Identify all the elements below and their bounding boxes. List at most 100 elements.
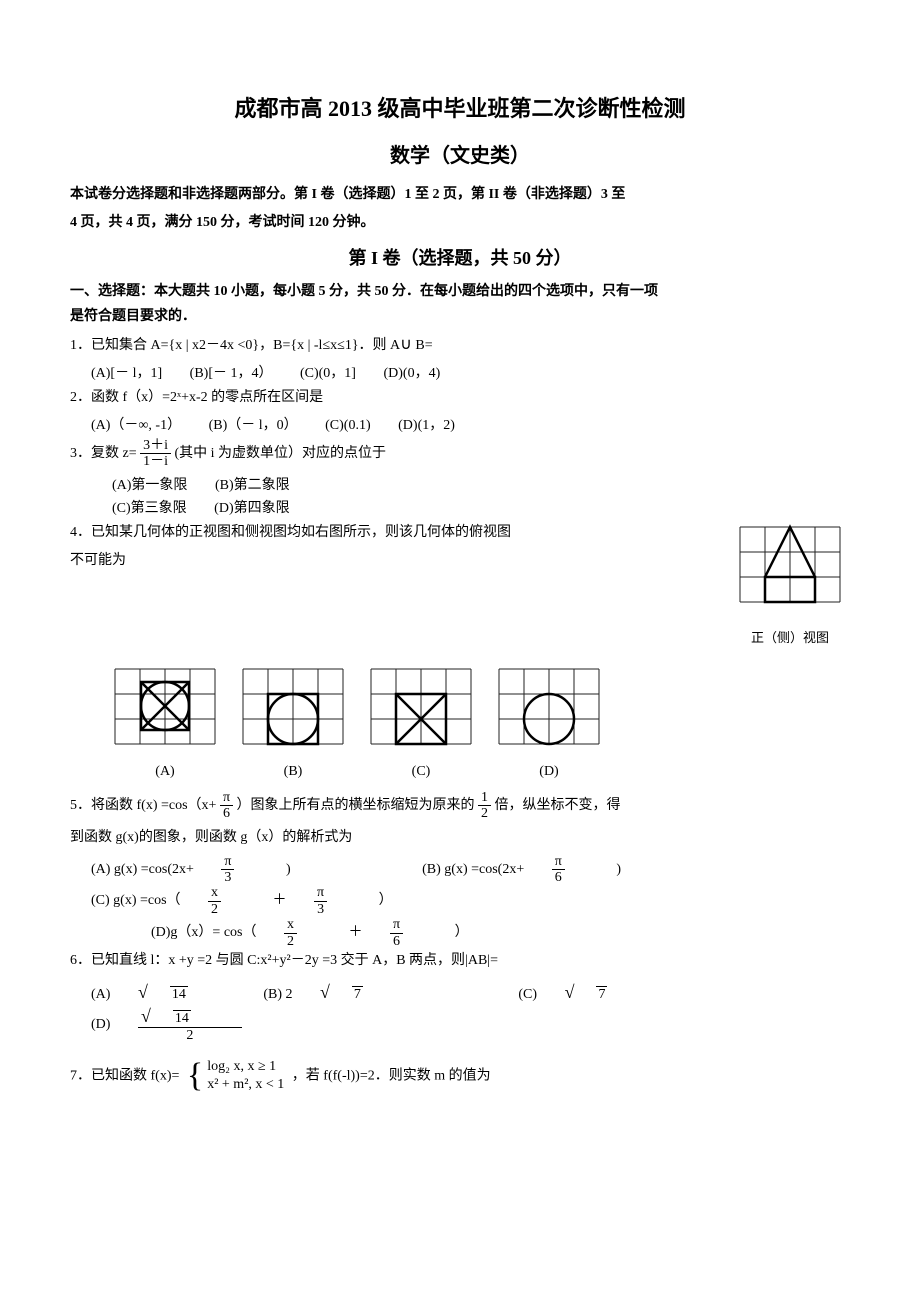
q6c-pre: (C): [518, 983, 537, 1007]
q5d-pre: (D)g（x）= cos（: [151, 921, 257, 945]
q5b-den: 6: [552, 870, 565, 885]
q6d-den: 2: [138, 1028, 242, 1043]
q5c-f1: x2: [208, 885, 245, 917]
q5-f2-num: 1: [478, 790, 491, 806]
q6-opt-a: (A) √14: [91, 983, 236, 1007]
exam-subtitle: 数学（文史类）: [70, 139, 850, 173]
exam-title: 成都市高 2013 级高中毕业班第二次诊断性检测: [70, 90, 850, 127]
q6a-sqrt: √14: [138, 983, 212, 1007]
q2-opt-a: (A)（－∞, -1）: [91, 414, 181, 438]
q5-frac2: 1 2: [478, 790, 491, 822]
q5-options-row1: (A) g(x) =cos(2x+ π3 ) (B) g(x) =cos(2x+…: [70, 854, 850, 886]
q5-line2: 到函数 g(x)的图象，则函数 g（x）的解析式为: [70, 826, 850, 850]
q5a-den: 3: [221, 870, 234, 885]
union-icon: ∪: [400, 336, 412, 353]
option-c-diagram: [366, 659, 476, 754]
q6b-rad: 7: [352, 986, 363, 1004]
q6d-sqrt: √14: [141, 1007, 215, 1028]
q5-mid: ）图象上所有点的横坐标缩短为原来的: [237, 798, 475, 813]
intro-line-2: 4 页，共 4 页，满分 150 分，考试时间 120 分钟。: [70, 211, 850, 235]
q5d-f1: x2: [284, 917, 321, 949]
q3-fraction: 3＋i 1－i: [140, 438, 171, 470]
q6a-pre: (A): [91, 983, 110, 1007]
question-5: 5．将函数 f(x) =cos（x+ π 6 ）图象上所有点的横坐标缩短为原来的…: [70, 790, 850, 822]
q3-frac-num: 3＋i: [140, 438, 171, 454]
section-1-header: 第 I 卷（选择题，共 50 分）: [70, 243, 850, 274]
q6d-num: √14: [138, 1007, 242, 1029]
q4-label-d: (D): [494, 760, 604, 784]
q1-options: (A)[－ l，1] (B)[－ 1，4） (C)(0，1] (D)(0，4): [70, 362, 850, 386]
side-figure-label: 正（侧）视图: [730, 627, 850, 649]
q5-opt-b: (B) g(x) =cos(2x+ π6 ): [422, 854, 645, 886]
option-d-diagram: [494, 659, 604, 754]
q5b-post: ): [616, 858, 621, 882]
q6-options: (A) √14 (B) 2 √7 (C) √7 (D) √14 2: [70, 983, 850, 1044]
q4-figure-row: (A) (B): [110, 659, 850, 784]
q5-f1-den: 6: [220, 806, 233, 821]
q6-opt-b: (B) 2 √7: [263, 983, 411, 1007]
section-1-desc-2: 是符合题目要求的．: [70, 305, 850, 329]
q5d-post: ）: [455, 921, 469, 945]
q4-fig-c: (C): [366, 659, 476, 784]
q6c-sqrt: √7: [565, 983, 632, 1007]
q5a-pre: (A) g(x) =cos(2x+: [91, 858, 194, 882]
brace-icon: {: [187, 1061, 203, 1092]
q5d-d1: 2: [284, 934, 297, 949]
q5-f2-den: 2: [478, 806, 491, 821]
q5-opt-c: (C) g(x) =cos（ x2 ＋ π3 ）: [91, 885, 417, 917]
q7-post: ，若 f(f(-l))=2．则实数 m 的值为: [292, 1068, 491, 1083]
radical-icon: √: [138, 983, 148, 1001]
q1-opt-c: (C)(0，1]: [300, 362, 356, 386]
q5d-plus: ＋: [349, 921, 363, 945]
q3-opt-d: (D)第四象限: [214, 497, 289, 521]
q6d-frac: √14 2: [138, 1007, 266, 1044]
q5c-d1: 2: [208, 902, 221, 917]
q6d-pre: (D): [91, 1013, 110, 1037]
q5c-n1: x: [208, 885, 221, 901]
q4-side-figure: 正（侧）视图: [730, 517, 850, 649]
q6b-pre: (B) 2: [263, 983, 292, 1007]
q2-options: (A)（－∞, -1） (B)（－ l，0） (C)(0.1) (D)(1，2): [70, 414, 850, 438]
q3-frac-den: 1－i: [140, 454, 171, 469]
q5c-plus: ＋: [273, 889, 287, 913]
q3-opt-c: (C)第三象限: [112, 497, 187, 521]
q1-opt-b: (B)[－ 1，4）: [190, 362, 273, 386]
q5-pre: 5．将函数 f(x) =cos（x+: [70, 798, 216, 813]
q1-text: 1．已知集合 A={x | x2－4x <0}，B={x | -l≤x≤1}．则…: [70, 338, 400, 353]
q6d-rad: 14: [173, 1010, 191, 1028]
q1-opt-a: (A)[－ l，1]: [91, 362, 162, 386]
q5-opt-d: (D)g（x）= cos（ x2 ＋ π6 ）: [151, 917, 493, 949]
q5a-post: ): [286, 858, 291, 882]
q6c-rad: 7: [596, 986, 607, 1004]
q3-post: (其中 i 为虚数单位）对应的点位于: [175, 446, 387, 461]
q3-opt-a: (A)第一象限: [112, 474, 187, 498]
q5-f1-num: π: [220, 790, 233, 806]
radical-icon: √: [320, 983, 330, 1001]
q4-label-b: (B): [238, 760, 348, 784]
q2-opt-d: (D)(1，2): [398, 414, 455, 438]
q2-opt-b: (B)（－ l，0）: [209, 414, 298, 438]
q7-piece-2: x² + m², x < 1: [207, 1076, 284, 1094]
q4-fig-b: (B): [238, 659, 348, 784]
q5a-num: π: [221, 854, 234, 870]
q5c-f2: π3: [314, 885, 351, 917]
q3-options-row1: (A)第一象限 (B)第二象限: [70, 474, 850, 498]
q1-tail: B=: [412, 338, 433, 353]
q2-opt-c: (C)(0.1): [325, 414, 371, 438]
q5c-d2: 3: [314, 902, 327, 917]
front-side-view-icon: [730, 517, 850, 627]
question-6: 6．已知直线 l：x +y =2 与圆 C:x²+y²－2y =3 交于 A，B…: [70, 949, 850, 973]
question-4: 正（侧）视图 4．已知某几何体的正视图和侧视图均如右图所示，则该几何体的俯视图 …: [70, 521, 850, 649]
q4-fig-a: (A): [110, 659, 220, 784]
question-1: 1．已知集合 A={x | x2－4x <0}，B={x | -l≤x≤1}．则…: [70, 331, 850, 358]
q7-lines: log₂ x, x ≥ 1 x² + m², x < 1: [207, 1058, 284, 1094]
q3-pre: 3．复数 z=: [70, 446, 137, 461]
q4-label-a: (A): [110, 760, 220, 784]
question-2: 2．函数 f（x）=2ˣ+x-2 的零点所在区间是: [70, 386, 850, 410]
q5-frac1: π 6: [220, 790, 233, 822]
q5d-d2: 6: [390, 934, 403, 949]
q5d-n1: x: [284, 917, 297, 933]
q5c-post: ）: [379, 889, 393, 913]
q4-fig-d: (D): [494, 659, 604, 784]
q6b-sqrt: √7: [320, 983, 387, 1007]
